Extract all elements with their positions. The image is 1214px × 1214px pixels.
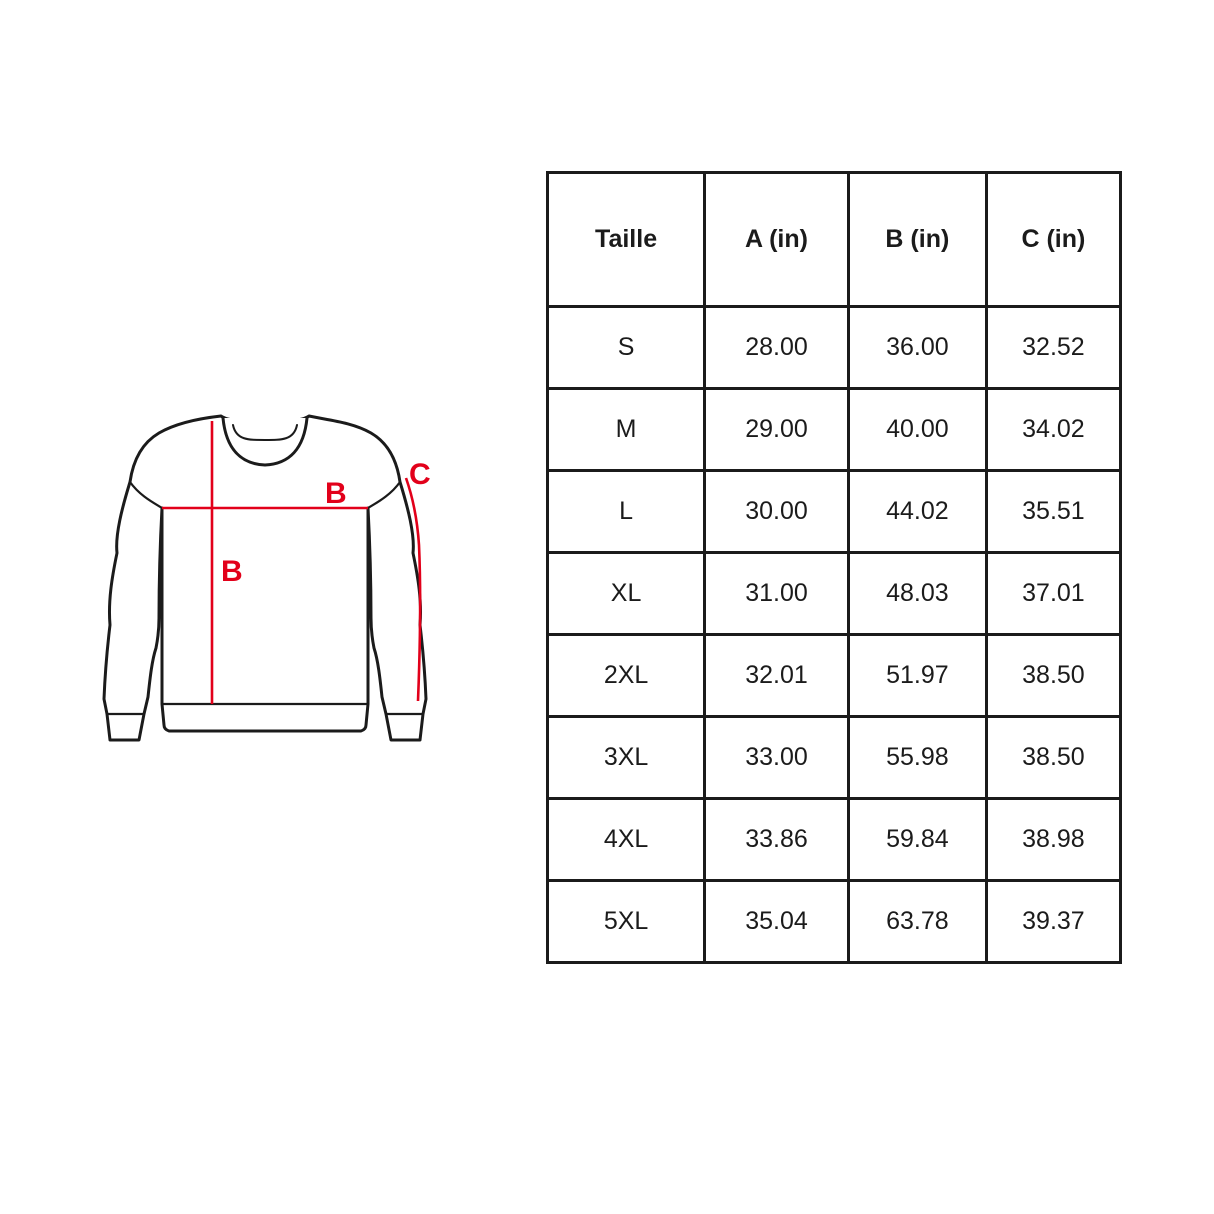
svg-text:C: C	[409, 458, 431, 491]
svg-text:B: B	[221, 555, 243, 588]
svg-text:B: B	[325, 477, 347, 510]
